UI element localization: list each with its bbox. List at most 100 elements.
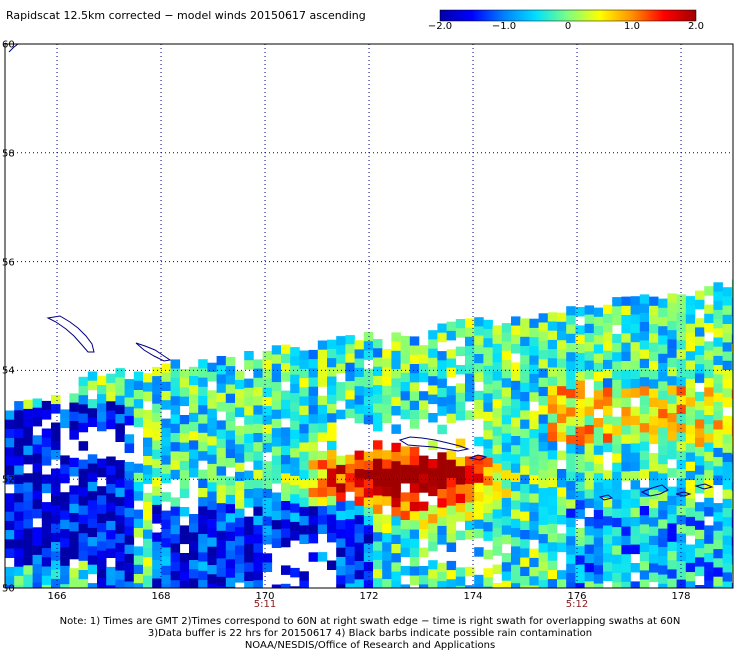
- wind-difference-cell: [639, 496, 650, 507]
- page-title: Rapidscat 12.5km corrected − model winds…: [6, 9, 366, 22]
- wind-difference-cell: [474, 584, 484, 588]
- wind-difference-cell: [474, 436, 484, 447]
- wind-difference-cell: [290, 531, 300, 541]
- wind-difference-cell: [216, 383, 227, 394]
- wind-difference-cell: [685, 406, 696, 416]
- wind-difference-cell: [437, 461, 447, 471]
- wind-difference-cell: [271, 474, 282, 484]
- wind-difference-cell: [575, 343, 585, 354]
- wind-difference-cell: [584, 535, 595, 545]
- wind-difference-cell: [566, 324, 576, 335]
- wind-difference-cell: [685, 516, 696, 527]
- wind-difference-cell: [143, 502, 153, 512]
- wind-difference-cell: [336, 566, 346, 576]
- wind-difference-cell: [170, 396, 181, 406]
- wind-difference-cell: [575, 500, 585, 510]
- wind-difference-cell: [695, 419, 705, 429]
- wind-difference-cell: [207, 473, 217, 483]
- wind-difference-cell: [520, 346, 530, 356]
- wind-difference-cell: [437, 424, 447, 435]
- wind-difference-cell: [244, 525, 254, 536]
- wind-difference-cell: [14, 401, 24, 411]
- wind-difference-cell: [538, 570, 549, 581]
- wind-difference-cell: [299, 497, 309, 508]
- wind-difference-cell: [299, 387, 309, 397]
- wind-difference-cell: [198, 488, 208, 498]
- wind-difference-cell: [308, 349, 319, 360]
- wind-difference-cell: [189, 403, 199, 414]
- wind-difference-cell: [630, 581, 641, 588]
- wind-difference-cell: [198, 442, 208, 452]
- wind-difference-cell: [409, 538, 420, 549]
- wind-difference-cell: [547, 422, 558, 433]
- wind-difference-cell: [455, 576, 466, 587]
- wind-difference-cell: [354, 561, 365, 571]
- wind-difference-cell: [216, 374, 227, 384]
- wind-difference-cell: [373, 385, 383, 395]
- wind-difference-cell: [400, 446, 411, 456]
- wind-difference-cell: [658, 307, 668, 318]
- wind-difference-cell: [639, 312, 650, 323]
- wind-difference-cell: [593, 307, 604, 318]
- wind-difference-cell: [695, 483, 705, 494]
- wind-difference-cell: [262, 415, 273, 425]
- wind-difference-cell: [593, 537, 604, 548]
- wind-difference-cell: [189, 587, 199, 588]
- wind-difference-cell: [391, 350, 401, 361]
- wind-difference-cell: [584, 342, 595, 352]
- wind-difference-cell: [520, 336, 530, 347]
- wind-difference-cell: [685, 480, 696, 490]
- wind-difference-cell: [483, 586, 493, 588]
- longitude-label: 178: [671, 591, 691, 602]
- wind-difference-cell: [400, 391, 411, 401]
- wind-difference-cell: [501, 553, 512, 563]
- wind-difference-cell: [428, 578, 438, 588]
- wind-difference-cell: [630, 305, 641, 315]
- wind-difference-cell: [336, 483, 346, 493]
- wind-difference-cell: [78, 441, 89, 451]
- wind-difference-cell: [262, 553, 273, 563]
- wind-difference-cell: [630, 526, 641, 536]
- wind-difference-cell: [363, 488, 374, 498]
- wind-difference-cell: [391, 507, 401, 517]
- wind-difference-cell: [170, 561, 181, 572]
- wind-difference-cell: [603, 304, 613, 315]
- wind-difference-cell: [584, 544, 595, 555]
- wind-difference-cell: [713, 309, 723, 320]
- wind-difference-cell: [639, 579, 650, 588]
- wind-difference-cell: [437, 360, 447, 370]
- wind-difference-cell: [5, 428, 15, 439]
- wind-difference-cell: [621, 324, 631, 334]
- wind-difference-cell: [704, 378, 714, 388]
- wind-difference-cell: [106, 511, 116, 522]
- wind-difference-cell: [704, 470, 714, 480]
- wind-difference-cell: [713, 512, 723, 522]
- wind-difference-cell: [308, 405, 319, 415]
- wind-difference-cell: [336, 547, 346, 558]
- wind-difference-cell: [244, 479, 254, 490]
- wind-difference-cell: [327, 413, 337, 423]
- wind-difference-cell: [722, 388, 733, 398]
- wind-difference-cell: [32, 490, 43, 500]
- wind-difference-cell: [60, 519, 70, 530]
- wind-difference-cell: [409, 391, 420, 402]
- wind-difference-cell: [658, 537, 668, 548]
- wind-difference-cell: [575, 399, 585, 409]
- wind-difference-cell: [262, 396, 273, 407]
- wind-difference-cell: [198, 561, 208, 572]
- wind-difference-cell: [363, 571, 374, 581]
- wind-difference-cell: [511, 555, 521, 566]
- wind-difference-cell: [78, 514, 89, 525]
- wind-difference-cell: [51, 551, 61, 561]
- wind-difference-cell: [382, 533, 392, 543]
- wind-difference-cell: [400, 529, 411, 539]
- wind-difference-cell: [695, 391, 705, 402]
- wind-difference-cell: [575, 380, 585, 391]
- wind-difference-cell: [584, 397, 595, 407]
- wind-difference-cell: [290, 494, 300, 504]
- wind-difference-cell: [290, 503, 300, 513]
- wind-difference-cell: [501, 405, 512, 416]
- wind-difference-cell: [143, 557, 153, 567]
- wind-difference-cell: [621, 526, 631, 537]
- wind-difference-cell: [51, 523, 61, 534]
